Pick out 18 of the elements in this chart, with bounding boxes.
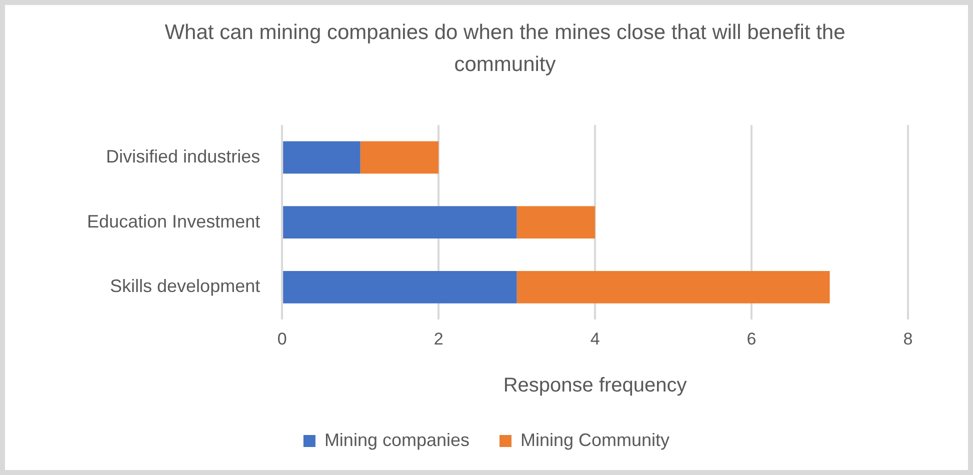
legend-label: Mining Community (520, 430, 670, 450)
x-axis-title: Response frequency (503, 374, 687, 397)
bar (360, 141, 439, 174)
x-tick-label: 0 (277, 329, 287, 348)
bar (283, 206, 517, 239)
x-tick-label: 6 (746, 329, 756, 348)
y-tick-label: Education Investment (86, 211, 260, 232)
y-tick-label: Divisified industries (106, 146, 260, 166)
x-tick-label: 4 (590, 329, 600, 348)
x-tick-label: 2 (434, 329, 444, 348)
bar (516, 206, 596, 239)
x-tick-label: 8 (903, 329, 913, 348)
legend-label: Mining companies (324, 430, 470, 450)
bar (283, 270, 517, 304)
y-tick-label: Skills development (110, 276, 260, 296)
bar (283, 141, 360, 174)
chart-title: What can mining companies do when the mines close that will benefit the community (164, 20, 846, 78)
bar (516, 270, 830, 304)
